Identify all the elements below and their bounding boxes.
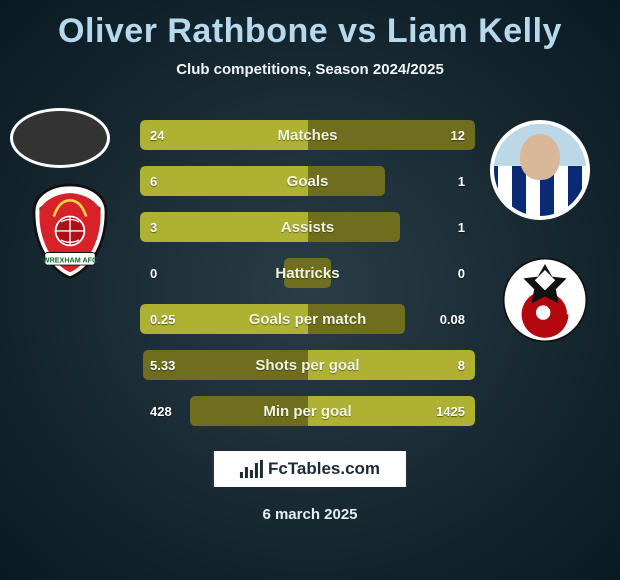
stat-val-left: 24 bbox=[140, 120, 174, 150]
stat-label: Assists bbox=[140, 212, 475, 242]
stat-val-left: 3 bbox=[140, 212, 167, 242]
stat-val-right: 12 bbox=[441, 120, 475, 150]
stat-val-right: 1425 bbox=[426, 396, 475, 426]
page-title: Oliver Rathbone vs Liam Kelly bbox=[10, 12, 610, 51]
stat-label: Matches bbox=[140, 120, 475, 150]
stat-row-goals: 6 1Goals bbox=[140, 166, 475, 196]
subtitle: Club competitions, Season 2024/2025 bbox=[10, 61, 610, 78]
crest-left-svg: WREXHAM AFC bbox=[25, 180, 115, 280]
stat-label: Min per goal bbox=[140, 396, 475, 426]
footer-brand: FcTables.com bbox=[213, 450, 407, 488]
stat-row-hattricks: 0 0Hattricks bbox=[140, 258, 475, 288]
stat-val-right: 0 bbox=[448, 258, 475, 288]
stat-val-right: 0.08 bbox=[430, 304, 475, 334]
date-line: 6 march 2025 bbox=[0, 506, 620, 523]
stat-val-right: 1 bbox=[448, 166, 475, 196]
stat-label: Goals per match bbox=[140, 304, 475, 334]
svg-text:WREXHAM AFC: WREXHAM AFC bbox=[43, 255, 97, 264]
avatar-player-right bbox=[490, 120, 590, 220]
stat-label: Goals bbox=[140, 166, 475, 196]
stat-label: Hattricks bbox=[140, 258, 475, 288]
stat-val-left: 428 bbox=[140, 396, 182, 426]
stat-val-left: 5.33 bbox=[140, 350, 185, 380]
stats-bars: 2412Matches61Goals31Assists00Hattricks0.… bbox=[140, 120, 475, 442]
stat-val-right: 1 bbox=[448, 212, 475, 242]
club-crest-left: WREXHAM AFC bbox=[25, 185, 115, 275]
avatar-player-left bbox=[10, 108, 110, 168]
stat-row-min-per-goal: 428 1425Min per goal bbox=[140, 396, 475, 426]
club-crest-right bbox=[500, 255, 590, 345]
stat-val-left: 6 bbox=[140, 166, 167, 196]
stat-val-left: 0.25 bbox=[140, 304, 185, 334]
crest-right-svg bbox=[500, 255, 590, 345]
stat-row-assists: 3 1Assists bbox=[140, 212, 475, 242]
brand-icon bbox=[240, 460, 262, 478]
stat-row-matches: 24 12Matches bbox=[140, 120, 475, 150]
stat-row-goals-per-match: 0.25 0.08Goals per match bbox=[140, 304, 475, 334]
stat-val-right: 8 bbox=[448, 350, 475, 380]
stat-val-left: 0 bbox=[140, 258, 167, 288]
stat-row-shots-per-goal: 5.33 8Shots per goal bbox=[140, 350, 475, 380]
stat-label: Shots per goal bbox=[140, 350, 475, 380]
brand-text: FcTables.com bbox=[268, 459, 380, 479]
